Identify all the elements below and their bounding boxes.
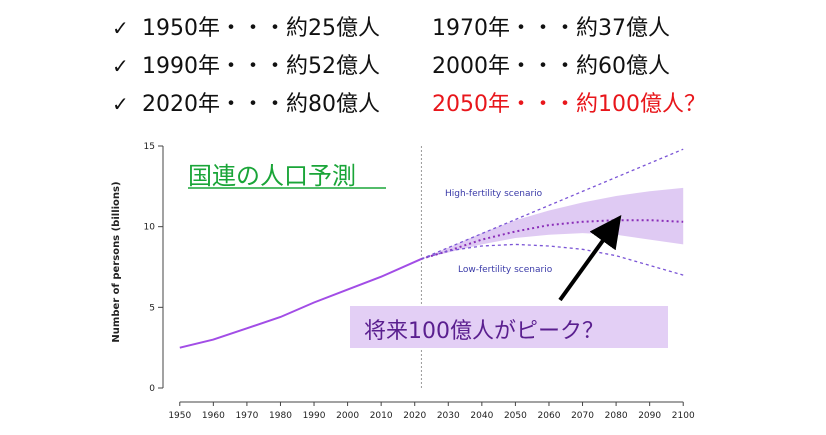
fact-1950: ✓ 1950年・・・約25億人 xyxy=(112,16,380,41)
x-tick-label: 2010 xyxy=(370,411,393,421)
fact-1970: 1970年・・・約37億人 xyxy=(432,16,670,41)
median-projection-line xyxy=(421,219,684,260)
x-tick-label: 1990 xyxy=(303,411,326,421)
checkmark-icon: ✓ xyxy=(112,92,129,116)
x-tick-label: 2070 xyxy=(571,411,594,421)
high-scenario-label: High-fertility scenario xyxy=(445,189,543,199)
chart-title: 国連の人口予測 xyxy=(188,162,356,190)
x-tick-label: 2100 xyxy=(672,411,695,421)
x-tick-label: 2080 xyxy=(605,411,628,421)
fact-1990: ✓ 1990年・・・約52億人 xyxy=(112,54,380,79)
x-tick-label: 2000 xyxy=(336,411,359,421)
x-tick-label: 1970 xyxy=(235,411,258,421)
y-tick-label: 15 xyxy=(144,142,155,152)
fact-2000: 2000年・・・約60億人 xyxy=(432,54,670,79)
x-tick-label: 2090 xyxy=(638,411,661,421)
x-tick-label: 1960 xyxy=(202,411,225,421)
y-axis-label: Number of persons (billions) xyxy=(111,181,122,342)
y-tick-label: 5 xyxy=(149,303,155,313)
checkmark-icon: ✓ xyxy=(112,16,129,40)
callout-arrow xyxy=(558,215,622,302)
fact-2020: ✓ 2020年・・・約80億人 xyxy=(112,92,380,117)
x-tick-label: 1950 xyxy=(168,411,191,421)
fact-2050: 2050年・・・約100億人？ xyxy=(432,92,706,117)
y-tick-label: 10 xyxy=(144,223,156,233)
x-tick-label: 2030 xyxy=(437,411,460,421)
x-tick-label: 2050 xyxy=(504,411,527,421)
historical-population-line xyxy=(179,257,422,349)
checkmark-icon: ✓ xyxy=(112,54,129,78)
high-fertility-line xyxy=(421,148,684,260)
peak-callout: 将来100億人がピーク？ xyxy=(350,306,668,348)
x-tick-label: 2060 xyxy=(538,411,561,421)
low-scenario-label: Low-fertility scenario xyxy=(458,265,553,275)
x-tick-label: 2040 xyxy=(470,411,493,421)
projection-uncertainty-band xyxy=(421,187,684,259)
y-tick-label: 0 xyxy=(149,384,155,394)
x-tick-label: 2020 xyxy=(403,411,426,421)
x-tick-label: 1980 xyxy=(269,411,292,421)
callout-text: 将来100億人がピーク？ xyxy=(364,319,604,344)
